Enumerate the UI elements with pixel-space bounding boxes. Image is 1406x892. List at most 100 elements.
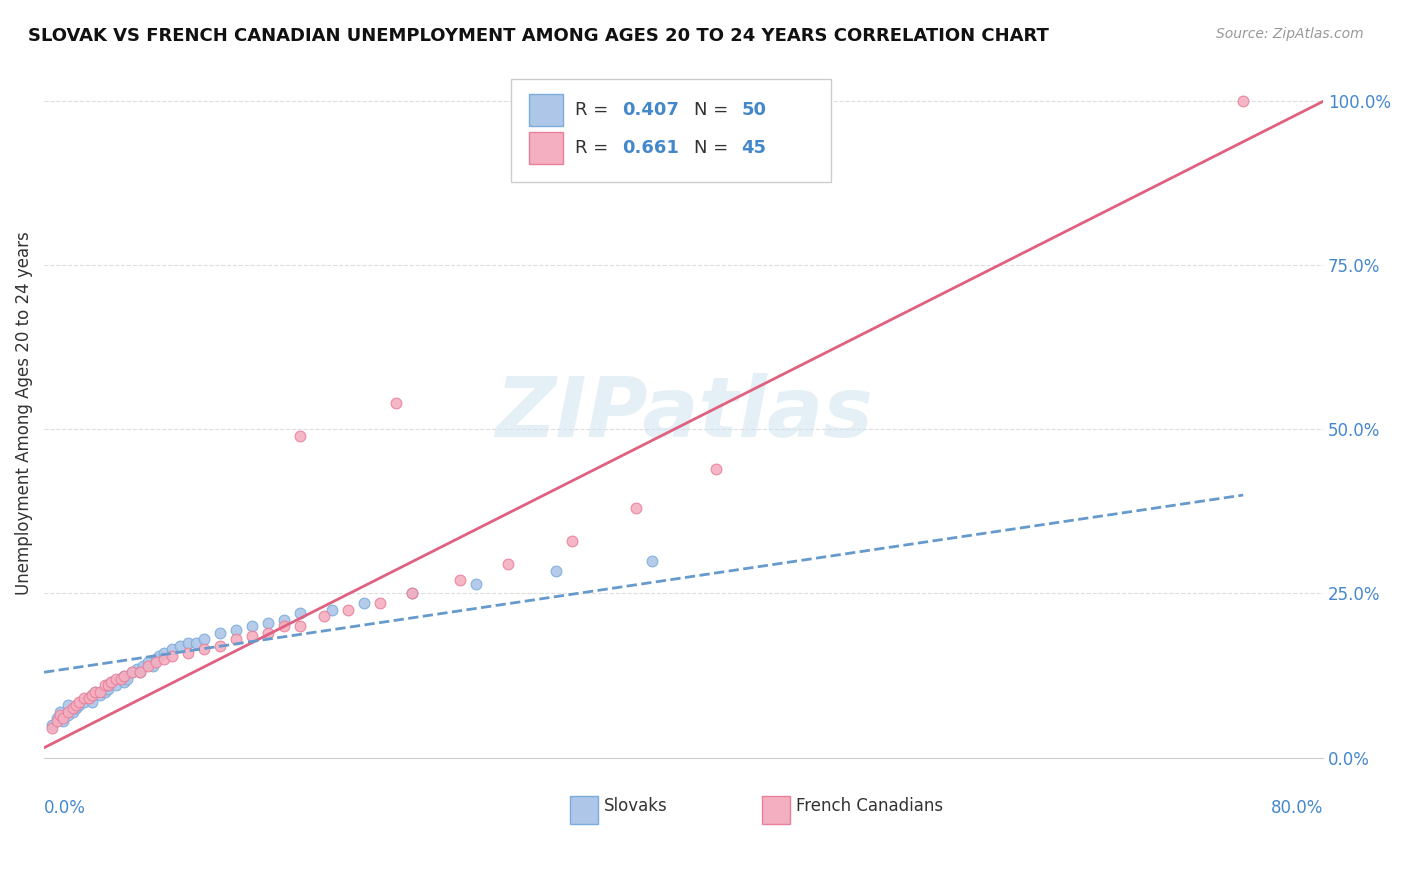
- Point: [257, 625, 280, 640]
- Point: [110, 672, 132, 686]
- Point: [65, 701, 87, 715]
- Point: [145, 656, 167, 670]
- Text: 0.661: 0.661: [623, 139, 679, 157]
- Point: [105, 672, 128, 686]
- Point: [77, 691, 100, 706]
- Text: 50: 50: [741, 101, 766, 119]
- Point: [288, 606, 311, 620]
- FancyBboxPatch shape: [510, 78, 831, 182]
- Point: [240, 619, 263, 633]
- Point: [288, 619, 311, 633]
- Point: [177, 646, 200, 660]
- Point: [353, 596, 375, 610]
- Point: [56, 707, 79, 722]
- Point: [640, 554, 662, 568]
- Point: [45, 714, 67, 729]
- Point: [544, 564, 567, 578]
- Point: [80, 688, 103, 702]
- Point: [321, 603, 343, 617]
- Point: [41, 717, 63, 731]
- Point: [49, 707, 72, 722]
- Point: [97, 678, 120, 692]
- Point: [56, 705, 79, 719]
- Text: Source: ZipAtlas.com: Source: ZipAtlas.com: [1216, 27, 1364, 41]
- FancyBboxPatch shape: [529, 94, 564, 126]
- Point: [80, 695, 103, 709]
- Point: [193, 642, 215, 657]
- Point: [110, 672, 132, 686]
- Point: [121, 665, 143, 680]
- Point: [73, 691, 96, 706]
- Point: [132, 658, 155, 673]
- Point: [62, 705, 84, 719]
- Point: [160, 642, 183, 657]
- Point: [273, 619, 295, 633]
- Point: [129, 665, 152, 680]
- Point: [449, 574, 471, 588]
- Text: R =: R =: [575, 139, 614, 157]
- Point: [100, 675, 122, 690]
- Point: [97, 681, 120, 696]
- Point: [160, 648, 183, 663]
- Text: N =: N =: [693, 101, 734, 119]
- FancyBboxPatch shape: [529, 131, 564, 164]
- Point: [385, 396, 408, 410]
- Point: [52, 711, 75, 725]
- Text: 80.0%: 80.0%: [1271, 799, 1323, 817]
- Point: [225, 623, 247, 637]
- Text: French Canadians: French Canadians: [796, 797, 943, 814]
- Point: [89, 685, 111, 699]
- Point: [67, 695, 90, 709]
- Point: [148, 648, 170, 663]
- Point: [112, 668, 135, 682]
- Point: [145, 652, 167, 666]
- Text: ZIPatlas: ZIPatlas: [495, 373, 873, 453]
- Point: [121, 665, 143, 680]
- Point: [105, 678, 128, 692]
- Point: [177, 636, 200, 650]
- Point: [273, 613, 295, 627]
- Point: [464, 576, 486, 591]
- Point: [52, 714, 75, 729]
- Point: [257, 615, 280, 630]
- Point: [153, 652, 176, 666]
- Point: [73, 695, 96, 709]
- Text: Slovaks: Slovaks: [605, 797, 668, 814]
- Point: [704, 462, 727, 476]
- Point: [336, 603, 359, 617]
- Point: [496, 557, 519, 571]
- Point: [94, 678, 117, 692]
- Point: [401, 586, 423, 600]
- Point: [45, 711, 67, 725]
- Point: [240, 629, 263, 643]
- Point: [153, 646, 176, 660]
- Point: [129, 665, 152, 680]
- Text: 0.407: 0.407: [623, 101, 679, 119]
- Point: [84, 685, 107, 699]
- Point: [84, 685, 107, 699]
- Point: [80, 688, 103, 702]
- Point: [112, 668, 135, 682]
- Point: [401, 586, 423, 600]
- Text: N =: N =: [693, 139, 734, 157]
- Text: SLOVAK VS FRENCH CANADIAN UNEMPLOYMENT AMONG AGES 20 TO 24 YEARS CORRELATION CHA: SLOVAK VS FRENCH CANADIAN UNEMPLOYMENT A…: [28, 27, 1049, 45]
- Point: [142, 658, 165, 673]
- Point: [288, 429, 311, 443]
- Point: [117, 672, 139, 686]
- Y-axis label: Unemployment Among Ages 20 to 24 years: Unemployment Among Ages 20 to 24 years: [15, 231, 32, 595]
- Point: [89, 688, 111, 702]
- Point: [624, 501, 647, 516]
- Point: [49, 705, 72, 719]
- Point: [184, 636, 207, 650]
- Point: [312, 609, 335, 624]
- Point: [136, 658, 159, 673]
- Point: [56, 698, 79, 712]
- FancyBboxPatch shape: [569, 797, 598, 823]
- Point: [97, 678, 120, 692]
- Point: [65, 698, 87, 712]
- Point: [193, 632, 215, 647]
- Text: R =: R =: [575, 101, 614, 119]
- Point: [169, 639, 191, 653]
- Point: [1232, 95, 1254, 109]
- Text: 45: 45: [741, 139, 766, 157]
